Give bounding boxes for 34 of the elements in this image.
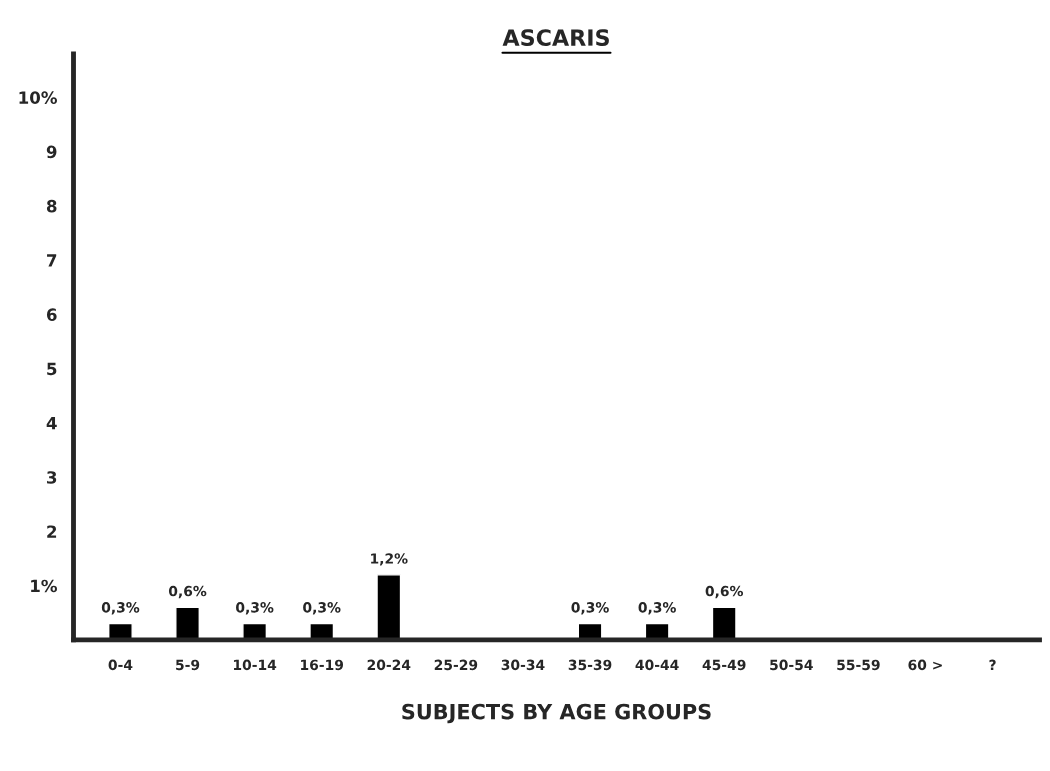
x-tick-label: 60 >	[908, 659, 942, 671]
x-tick-label: 30-34	[501, 659, 545, 671]
y-tick-label: 4	[46, 417, 57, 430]
x-tick-label: 55-59	[837, 659, 880, 671]
y-tick-label: 3	[47, 471, 57, 484]
x-axis-title: SUBJECTS BY AGE GROUPS	[402, 703, 711, 724]
x-tick-label: 45-49	[702, 659, 746, 671]
x-tick-label: ?	[989, 659, 996, 670]
y-tick-label: 1%	[31, 579, 57, 593]
y-tick-label: 10%	[19, 91, 57, 104]
y-tick-label: 7	[47, 254, 57, 267]
data-label: 0,6%	[705, 585, 744, 599]
data-label: 0,3%	[236, 602, 274, 615]
data-label: 0,3%	[638, 602, 676, 615]
x-tick-label: 25-29	[434, 659, 478, 671]
x-tick-label: 5-9	[176, 659, 200, 671]
y-tick-label: 5	[47, 362, 57, 376]
y-tick-label: 6	[46, 308, 57, 321]
chart-title: ASCARIS	[502, 29, 609, 46]
y-tick-label: 9	[46, 145, 57, 159]
data-label: 0,6%	[168, 585, 207, 599]
x-tick-label: 50-54	[770, 659, 813, 671]
data-label: 0,3%	[303, 602, 341, 615]
x-tick-label: 10-14	[233, 659, 277, 671]
x-tick-label: 40-44	[635, 659, 679, 671]
x-tick-label: 0-4	[108, 659, 133, 671]
x-tick-label: 35-39	[568, 659, 612, 671]
x-tick-label: 20-24	[367, 659, 411, 671]
x-tick-label: 16-19	[301, 659, 344, 671]
data-label: 1,2%	[371, 553, 408, 566]
y-tick-label: 8	[46, 199, 57, 213]
data-label: 0,3%	[101, 602, 140, 615]
y-tick-label: 2	[47, 525, 57, 538]
data-label: 0,3%	[571, 602, 609, 615]
